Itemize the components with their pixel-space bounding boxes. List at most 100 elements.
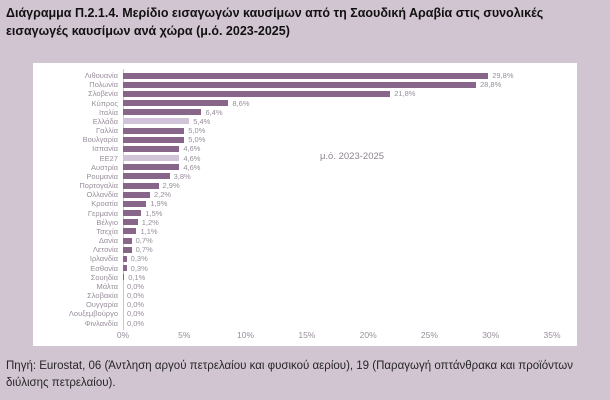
bar-row: Γερμανία 1,5%	[33, 209, 577, 218]
bar	[123, 100, 229, 107]
bar-row: Βέλγιο 1,2%	[33, 218, 577, 227]
bar	[123, 173, 170, 180]
bar-row: Βουλγαρία 5,0%	[33, 135, 577, 144]
country-label: Δανία	[98, 236, 118, 246]
bar-row: Φινλανδία 0,0%	[33, 319, 577, 328]
bar	[123, 127, 185, 134]
bar	[123, 219, 138, 226]
country-label: Ρουμανία	[86, 171, 118, 181]
x-tick-label: 25%	[420, 330, 438, 340]
value-label: 28,8%	[480, 80, 502, 90]
value-label: 2,2%	[153, 190, 172, 200]
bar-row: Γαλλία 5,0%	[33, 126, 577, 135]
bar	[123, 228, 137, 235]
bar	[123, 246, 132, 253]
bar-row: Σλοβενία 21,8%	[33, 89, 577, 98]
country-label: Λετονία	[92, 245, 118, 255]
country-label: Γαλλία	[96, 126, 118, 136]
country-label: Αυστρία	[91, 162, 118, 172]
value-label: 3,8%	[173, 171, 191, 181]
bar-row: Αυστρία 4,6%	[33, 163, 577, 172]
bar-row: Λιθουανία 29,8%	[33, 71, 577, 80]
country-label: Σλοβακία	[87, 291, 118, 301]
bar-row: Σλοβακία 0,0%	[33, 291, 577, 300]
value-label: 4,6%	[183, 144, 201, 154]
value-label: 0,3%	[130, 254, 148, 264]
value-label: 0,0%	[127, 318, 145, 328]
value-label: 6,4%	[205, 107, 223, 117]
country-label: Τσεχία	[96, 226, 118, 236]
value-label: 2,9%	[162, 181, 180, 191]
bar-row: Πορτογαλία 2,9%	[33, 181, 577, 190]
bar-row: Λετονία 0,7%	[33, 245, 577, 254]
value-label: 0,7%	[135, 236, 153, 246]
bar-row: Σουηδία 0,1%	[33, 273, 577, 282]
chart-panel: Λιθουανία 29,8% Πολωνία 28,8% Σλοβενία 21,8% Κ…	[33, 63, 577, 346]
country-label: Λουξεμβούργο	[68, 309, 118, 319]
value-label: 0,0%	[127, 309, 145, 319]
value-label: 1,2%	[141, 217, 159, 227]
bar-rows: Λιθουανία 29,8% Πολωνία 28,8% Σλοβενία 21,8% Κ…	[33, 71, 577, 328]
country-label: Ολλανδία	[86, 190, 118, 200]
bar	[123, 191, 150, 198]
value-label: 0,3%	[130, 263, 148, 273]
value-label: 4,6%	[183, 153, 201, 163]
value-label: 0,0%	[127, 291, 145, 301]
value-label: 1,9%	[150, 199, 168, 209]
value-label: 0,0%	[127, 300, 145, 310]
bar-row: Μάλτα 0,0%	[33, 282, 577, 291]
value-label: 0,0%	[127, 281, 145, 291]
y-axis-line	[123, 69, 124, 330]
country-label: Πορτογαλία	[79, 181, 118, 191]
x-tick-label: 15%	[298, 330, 316, 340]
bar-row: Ρουμανία 3,8%	[33, 172, 577, 181]
bar-row: Ουγγαρία 0,0%	[33, 300, 577, 309]
bar	[123, 145, 180, 152]
bar	[123, 200, 147, 207]
country-label: Φινλανδία	[84, 318, 118, 328]
country-label: Μάλτα	[96, 281, 118, 291]
value-label: 1,5%	[145, 208, 163, 218]
bar	[123, 255, 127, 262]
country-label: Πολωνία	[89, 80, 118, 90]
bar	[123, 237, 132, 244]
country-label: Γερμανία	[87, 208, 118, 218]
value-label: 29,8%	[492, 71, 514, 80]
country-label: Ελλάδα	[92, 116, 118, 126]
bar	[123, 155, 180, 162]
value-label: 5,4%	[193, 116, 211, 126]
country-label: Ιταλία	[98, 107, 118, 117]
x-tick-label: 0%	[116, 330, 130, 340]
x-tick-label: 5%	[178, 330, 191, 340]
value-label: 5,0%	[188, 135, 206, 145]
country-label: Ισπανία	[92, 144, 118, 154]
country-label: Σλοβενία	[88, 89, 118, 99]
bar	[123, 274, 125, 281]
value-label: 5,0%	[188, 126, 206, 136]
value-label: 4,6%	[183, 162, 201, 172]
chart-annotation: μ.ό. 2023-2025	[319, 151, 385, 162]
bar-row: Εσθονία 0,3%	[33, 264, 577, 273]
source-note: Πηγή: Eurostat, 06 (Άντληση αργού πετρελ…	[6, 360, 573, 389]
value-label: 1,1%	[140, 226, 158, 236]
bar-row: Ολλανδία 2,2%	[33, 190, 577, 199]
chart-title: Διάγραμμα Π.2.1.4. Μερίδιο εισαγωγών καυ…	[6, 6, 544, 39]
x-tick-label: 10%	[237, 330, 255, 340]
bar-row: Ελλάδα 5,4%	[33, 117, 577, 126]
x-axis-ticks: 0% 5% 10% 15% 20% 25% 30% 35%	[117, 330, 561, 342]
value-label: 21,8%	[394, 89, 416, 99]
bar	[123, 118, 190, 125]
value-label: 8,6%	[232, 98, 250, 108]
bar	[123, 182, 159, 189]
bar	[123, 210, 142, 217]
country-label: Ιρλανδία	[89, 254, 118, 264]
bar	[123, 72, 489, 79]
bar	[123, 109, 202, 116]
bar-row: Κροατία 1,9%	[33, 199, 577, 208]
bar-row: Ιταλία 6,4%	[33, 108, 577, 117]
x-tick-label: 30%	[482, 330, 500, 340]
bar	[123, 90, 391, 97]
bar	[123, 136, 185, 143]
bar	[123, 81, 476, 88]
